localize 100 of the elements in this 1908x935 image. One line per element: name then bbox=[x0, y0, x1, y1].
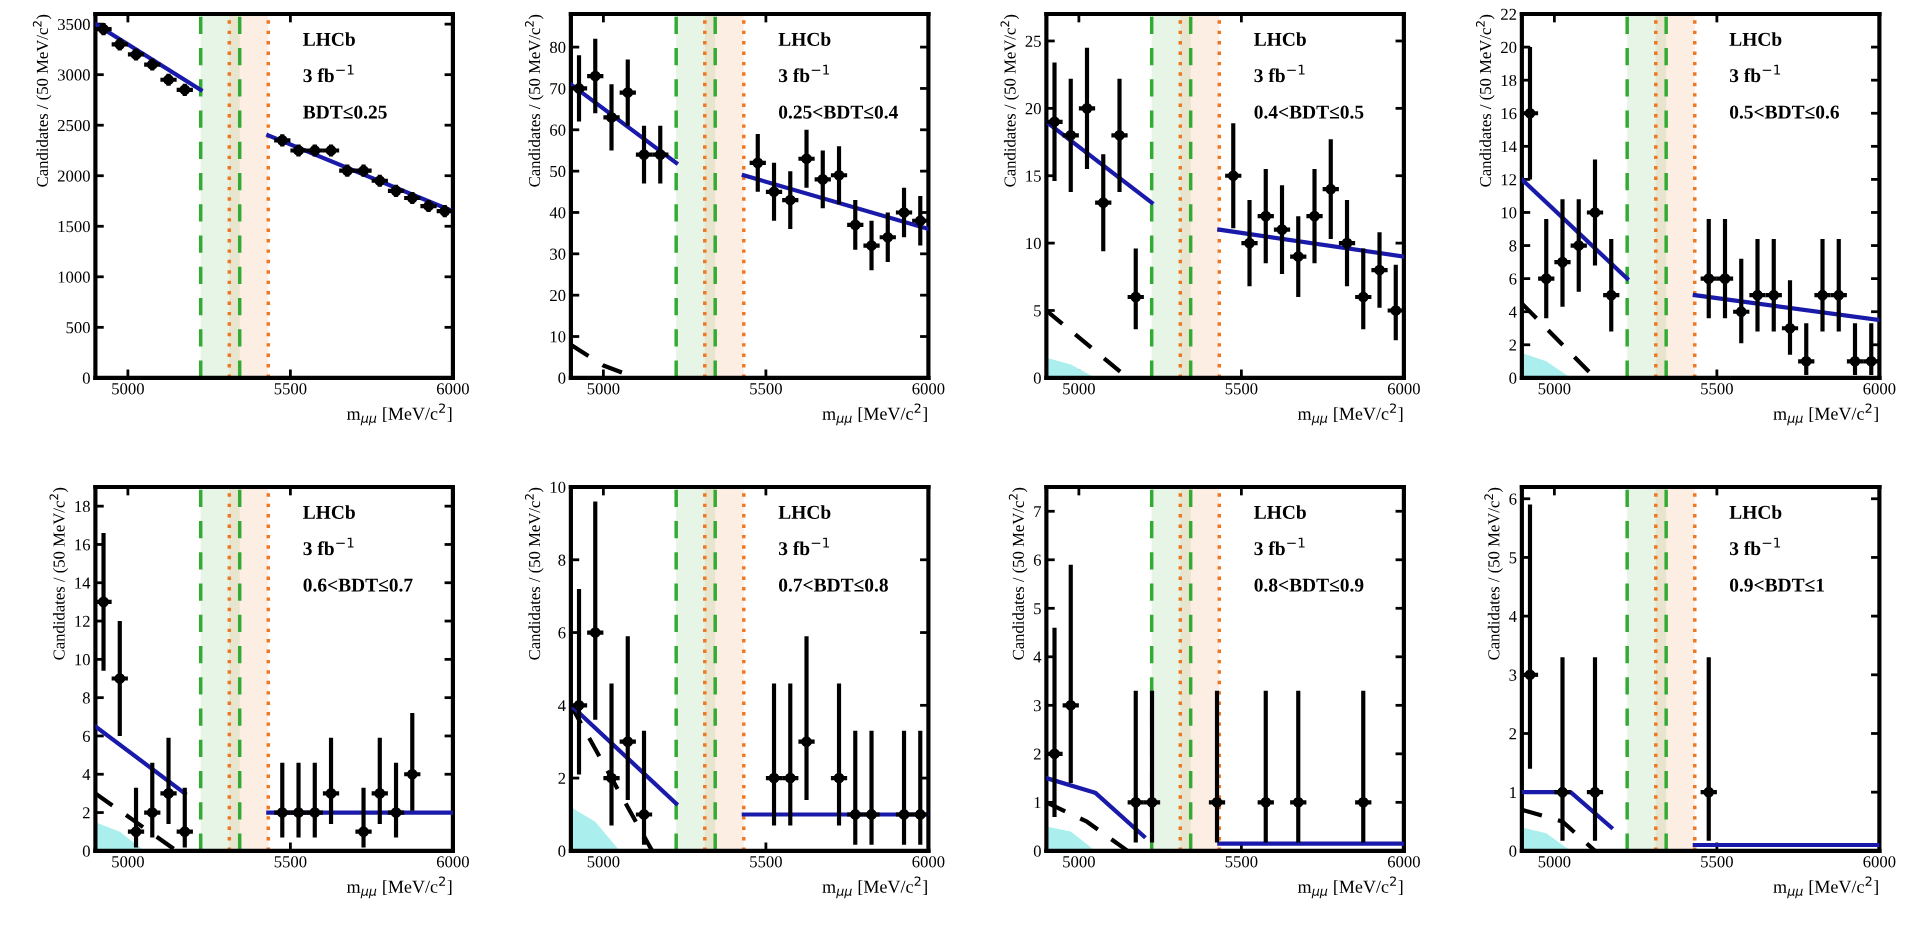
y-tick-label: 500 bbox=[66, 322, 90, 334]
x-tick-label: 5500 bbox=[750, 856, 782, 868]
y-tick-label: 20 bbox=[1025, 103, 1041, 115]
annotation: 3 fb$^{−1}$ bbox=[1729, 537, 1781, 556]
y-tick-label: 0 bbox=[1509, 372, 1517, 384]
x-axis-title: m$_{μμ}$ [MeV/c$^{2}$] bbox=[346, 876, 452, 899]
x-axis-title: m$_{μμ}$ [MeV/c$^{2}$] bbox=[346, 403, 452, 426]
y-tick-label: 2 bbox=[558, 772, 566, 784]
x-tick-label: 5000 bbox=[112, 383, 144, 395]
annotation: 3 fb$^{−1}$ bbox=[778, 537, 830, 556]
y-tick-label: 22 bbox=[1501, 8, 1517, 20]
y-tick-label: 15 bbox=[1026, 170, 1041, 182]
y-tick-label: 8 bbox=[82, 692, 90, 704]
x-tick-label: 6000 bbox=[436, 383, 469, 395]
x-tick-label: 5000 bbox=[1538, 383, 1571, 395]
annotation: 3 fb$^{−1}$ bbox=[778, 64, 830, 83]
x-axis-title: m$_{μμ}$ [MeV/c$^{2}$] bbox=[1773, 403, 1878, 426]
y-axis-title: Candidates / (50 MeV/c$^{2}$) bbox=[1000, 14, 1020, 187]
x-axis-title: m$_{μμ}$ [MeV/c$^{2}$] bbox=[1773, 876, 1878, 899]
x-axis-title: m$_{μμ}$ [MeV/c$^{2}$] bbox=[1297, 876, 1403, 899]
annotation: LHCb bbox=[1729, 505, 1782, 519]
annotation: LHCb bbox=[303, 32, 355, 46]
x-tick-label: 5500 bbox=[274, 856, 307, 868]
x-tick-label: 5500 bbox=[274, 383, 307, 395]
x-tick-label: 6000 bbox=[1387, 383, 1420, 395]
y-tick-label: 12 bbox=[1501, 174, 1517, 186]
y-axis-title: Candidates / (50 MeV/c$^{2}$) bbox=[1008, 487, 1028, 660]
y-tick-label: 16 bbox=[75, 539, 91, 551]
annotation: BDT≤0.25 bbox=[303, 105, 387, 119]
annotation: 0.4<BDT≤0.5 bbox=[1254, 105, 1364, 119]
annotation: LHCb bbox=[1254, 505, 1306, 519]
y-tick-label: 3000 bbox=[58, 69, 90, 81]
y-tick-label: 0 bbox=[558, 372, 566, 384]
y-tick-label: 16 bbox=[1501, 108, 1517, 120]
x-tick-label: 5000 bbox=[1538, 856, 1571, 868]
annotation: 0.25<BDT≤0.4 bbox=[778, 105, 898, 119]
y-tick-label: 6 bbox=[1509, 273, 1517, 285]
annotation: LHCb bbox=[778, 505, 831, 519]
y-tick-label: 70 bbox=[550, 83, 566, 95]
y-tick-label: 50 bbox=[550, 165, 566, 178]
x-tick-label: 6000 bbox=[1863, 856, 1896, 868]
y-tick-label: 80 bbox=[550, 41, 566, 54]
annotation: 0.6<BDT≤0.7 bbox=[303, 578, 413, 592]
y-axis-title: Candidates / (50 MeV/c$^{2}$) bbox=[1484, 487, 1503, 660]
y-tick-label: 6 bbox=[1509, 493, 1517, 505]
annotation: 3 fb$^{−1}$ bbox=[303, 537, 354, 556]
x-tick-label: 6000 bbox=[436, 856, 469, 868]
y-tick-label: 3 bbox=[1033, 700, 1041, 712]
x-tick-label: 5000 bbox=[587, 856, 620, 868]
y-tick-label: 12 bbox=[75, 615, 90, 627]
y-tick-label: 18 bbox=[1501, 74, 1517, 87]
y-tick-label: 0 bbox=[82, 845, 90, 857]
y-tick-label: 5 bbox=[1509, 552, 1517, 564]
y-tick-label: 6 bbox=[558, 627, 566, 639]
y-tick-label: 10 bbox=[550, 481, 566, 493]
y-tick-label: 2 bbox=[1509, 728, 1517, 740]
y-axis-title: Candidates / (50 MeV/c$^{2}$) bbox=[1475, 14, 1495, 187]
y-axis-title: Candidates / (50 MeV/c$^{2}$) bbox=[32, 14, 52, 187]
x-tick-label: 5500 bbox=[750, 383, 782, 395]
x-tick-label: 5500 bbox=[1225, 383, 1258, 395]
y-tick-label: 25 bbox=[1025, 35, 1041, 47]
y-tick-label: 5 bbox=[1034, 603, 1041, 615]
y-axis-title: Candidates / (50 MeV/c$^{2}$) bbox=[524, 14, 544, 187]
annotation: 3 fb$^{−1}$ bbox=[1254, 64, 1305, 83]
annotation: LHCb bbox=[303, 505, 355, 519]
y-tick-label: 4 bbox=[82, 769, 91, 781]
y-tick-label: 4 bbox=[1509, 306, 1517, 318]
x-tick-label: 5500 bbox=[1225, 856, 1258, 868]
x-tick-label: 5000 bbox=[587, 383, 620, 395]
y-tick-label: 1 bbox=[1510, 786, 1517, 798]
y-tick-label: 10 bbox=[1026, 237, 1041, 250]
y-tick-label: 20 bbox=[1501, 41, 1517, 54]
y-tick-label: 0 bbox=[82, 372, 90, 384]
annotation: 3 fb$^{−1}$ bbox=[1729, 64, 1781, 83]
y-tick-label: 10 bbox=[1501, 207, 1517, 219]
y-tick-label: 14 bbox=[75, 577, 91, 589]
y-tick-label: 6 bbox=[1033, 554, 1042, 566]
x-tick-label: 6000 bbox=[1863, 383, 1896, 395]
annotation: 3 fb$^{−1}$ bbox=[1254, 537, 1305, 556]
y-tick-label: 10 bbox=[75, 654, 90, 666]
x-tick-label: 6000 bbox=[1387, 856, 1420, 868]
y-tick-label: 40 bbox=[549, 207, 566, 219]
annotation: LHCb bbox=[1254, 32, 1306, 46]
y-tick-label: 3500 bbox=[58, 18, 90, 31]
x-tick-label: 5000 bbox=[112, 856, 144, 868]
y-tick-label: 3 bbox=[1509, 669, 1517, 681]
annotation: LHCb bbox=[778, 32, 831, 46]
y-tick-label: 7 bbox=[1034, 506, 1042, 518]
y-tick-label: 2500 bbox=[57, 119, 90, 132]
y-tick-label: 2 bbox=[1033, 748, 1041, 760]
annotation: 3 fb$^{−1}$ bbox=[303, 64, 354, 83]
x-tick-label: 5000 bbox=[1063, 856, 1095, 868]
annotation: 0.7<BDT≤0.8 bbox=[778, 578, 888, 592]
y-tick-label: 2 bbox=[1509, 339, 1517, 351]
annotation: LHCb bbox=[1729, 32, 1782, 46]
x-axis-title: m$_{μμ}$ [MeV/c$^{2}$] bbox=[822, 876, 927, 899]
x-tick-label: 6000 bbox=[912, 383, 945, 395]
y-tick-label: 2000 bbox=[57, 170, 90, 182]
y-axis-title: Candidates / (50 MeV/c$^{2}$) bbox=[49, 487, 69, 660]
y-axis-title: Candidates / (50 MeV/c$^{2}$) bbox=[524, 487, 544, 660]
